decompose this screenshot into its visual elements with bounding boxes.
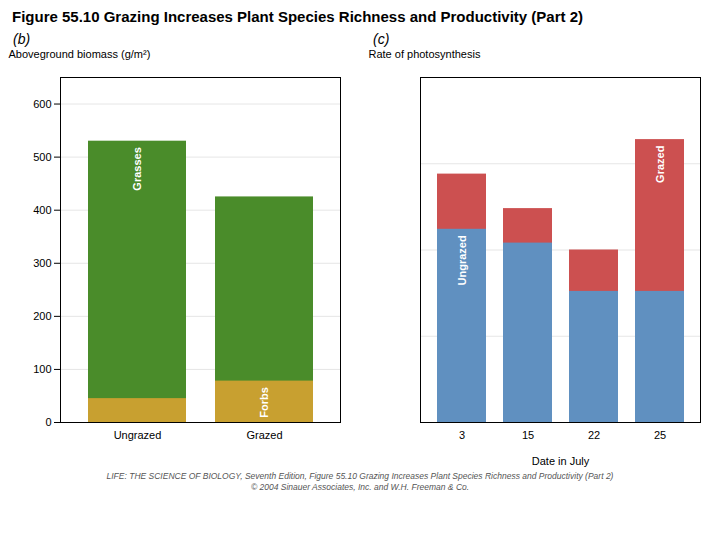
svg-text:600: 600 [33,98,51,110]
svg-text:Ungrazed: Ungrazed [114,429,162,441]
svg-text:Grazed: Grazed [654,146,666,183]
svg-text:25: 25 [654,429,666,441]
svg-text:0: 0 [45,416,51,428]
html-text:Figure 55.10 Grazing Increases: Figure 55.10 Grazing Increases Plant Spe… [12,8,583,25]
html-text:© 2004 Sinauer Associates, Inc: © 2004 Sinauer Associates, Inc. and W.H.… [250,482,470,492]
svg-text:Ungrazed: Ungrazed [456,235,468,285]
html-text:LIFE: THE SCIENCE OF BIOLOGY,: LIFE: THE SCIENCE OF BIOLOGY, Seventh Ed… [106,471,614,481]
svg-text:Date in July: Date in July [532,455,590,467]
svg-text:Grasses: Grasses [131,147,143,190]
svg-text:Grazed: Grazed [246,429,282,441]
svg-text:Aboveground biomass (g/m²): Aboveground biomass (g/m²) [9,48,151,60]
svg-text:100: 100 [33,363,51,375]
svg-text:3: 3 [459,429,465,441]
svg-text:400: 400 [33,204,51,216]
html-text:(c): (c) [373,31,390,47]
svg-text:500: 500 [33,151,51,163]
html-text:(b): (b) [13,31,31,47]
svg-text:15: 15 [522,429,534,441]
svg-text:22: 22 [588,429,600,441]
svg-text:200: 200 [33,310,51,322]
svg-text:Forbs: Forbs [258,387,270,418]
svg-text:300: 300 [33,257,51,269]
svg-text:Rate of photosynthesis: Rate of photosynthesis [369,48,481,60]
